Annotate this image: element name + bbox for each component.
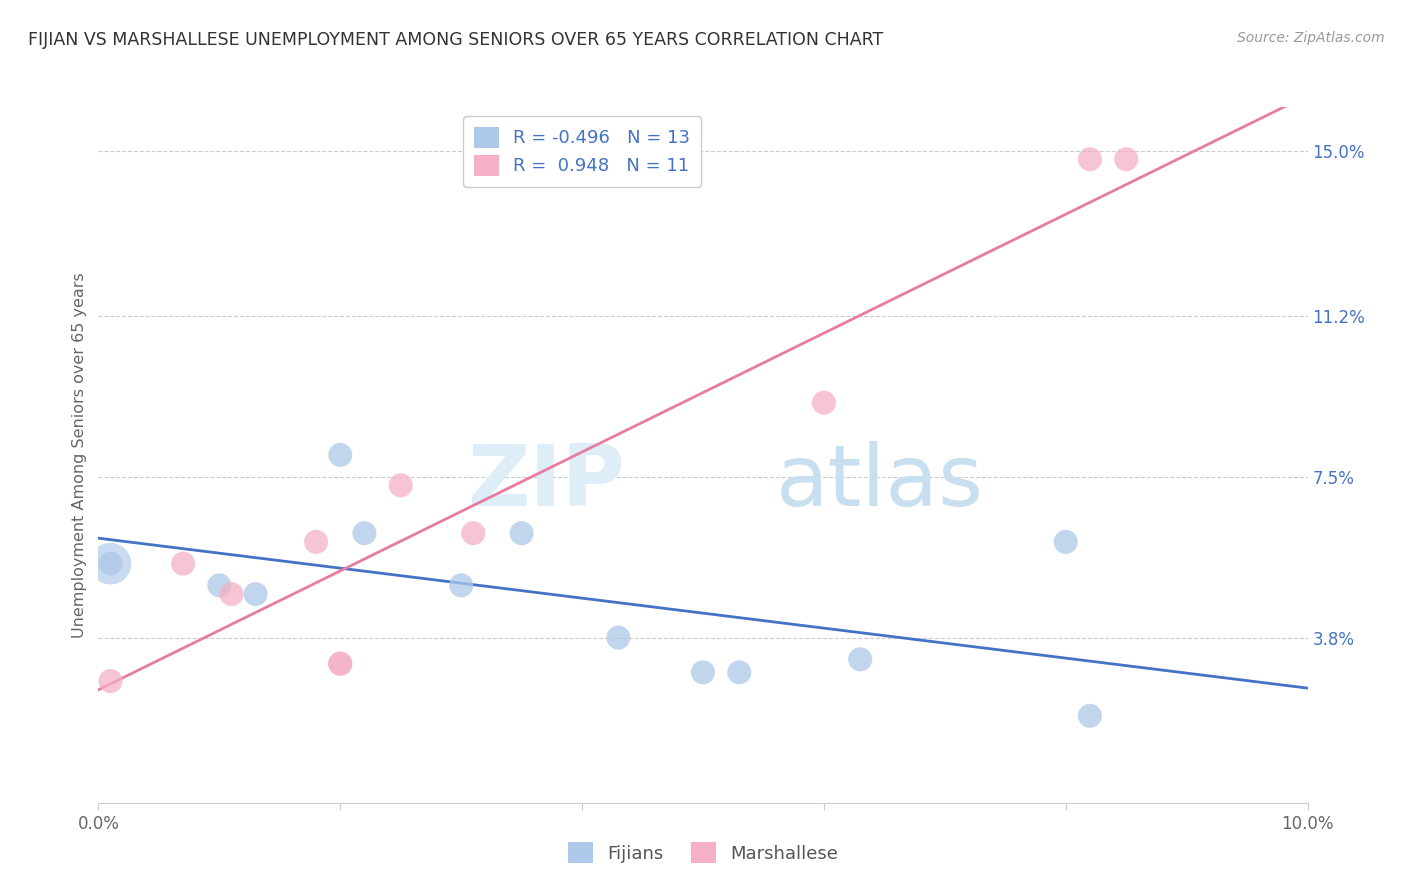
- Point: [221, 587, 243, 601]
- Point: [389, 478, 412, 492]
- Point: [1078, 708, 1101, 723]
- Y-axis label: Unemployment Among Seniors over 65 years: Unemployment Among Seniors over 65 years: [72, 272, 87, 638]
- Point: [692, 665, 714, 680]
- Text: Source: ZipAtlas.com: Source: ZipAtlas.com: [1237, 31, 1385, 45]
- Point: [329, 657, 352, 671]
- Point: [849, 652, 872, 666]
- Text: ZIP: ZIP: [467, 442, 624, 524]
- Point: [100, 557, 122, 571]
- Point: [1078, 152, 1101, 166]
- Point: [329, 657, 352, 671]
- Text: atlas: atlas: [776, 442, 984, 524]
- Point: [510, 526, 533, 541]
- Point: [100, 557, 122, 571]
- Legend: Fijians, Marshallese: Fijians, Marshallese: [557, 831, 849, 874]
- Point: [305, 535, 328, 549]
- Point: [728, 665, 751, 680]
- Point: [813, 396, 835, 410]
- Point: [353, 526, 375, 541]
- Point: [450, 578, 472, 592]
- Point: [1115, 152, 1137, 166]
- Point: [1054, 535, 1077, 549]
- Point: [172, 557, 194, 571]
- Point: [100, 674, 122, 689]
- Point: [208, 578, 231, 592]
- Point: [463, 526, 485, 541]
- Point: [329, 448, 352, 462]
- Text: FIJIAN VS MARSHALLESE UNEMPLOYMENT AMONG SENIORS OVER 65 YEARS CORRELATION CHART: FIJIAN VS MARSHALLESE UNEMPLOYMENT AMONG…: [28, 31, 883, 49]
- Point: [245, 587, 267, 601]
- Point: [607, 631, 630, 645]
